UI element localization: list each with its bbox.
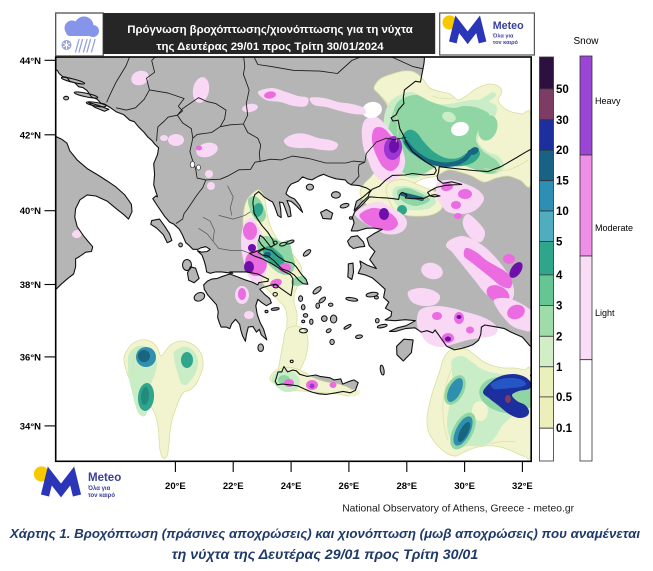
- svg-text:44°N: 44°N: [20, 56, 41, 67]
- svg-text:2: 2: [556, 331, 562, 343]
- svg-text:28°E: 28°E: [396, 481, 417, 492]
- svg-text:42°N: 42°N: [20, 130, 41, 141]
- svg-text:22°E: 22°E: [223, 481, 244, 492]
- svg-text:20°E: 20°E: [165, 481, 186, 492]
- svg-text:τον καιρό: τον καιρό: [88, 493, 115, 499]
- svg-text:5: 5: [556, 237, 563, 249]
- svg-text:30°E: 30°E: [454, 481, 475, 492]
- svg-text:15: 15: [556, 176, 569, 188]
- svg-text:32°E: 32°E: [512, 481, 533, 492]
- svg-text:3: 3: [556, 300, 562, 312]
- svg-text:Meteo: Meteo: [88, 472, 121, 484]
- svg-text:10: 10: [556, 206, 569, 218]
- svg-text:Πρόγνωση βροχόπτωσης/χιονόπτωσ: Πρόγνωση βροχόπτωσης/χιονόπτωσης για τη …: [127, 24, 412, 36]
- svg-text:40°N: 40°N: [20, 206, 41, 217]
- svg-text:1: 1: [556, 362, 563, 374]
- svg-text:50: 50: [556, 84, 569, 96]
- svg-text:Χάρτης 1. Βροχόπτωση (πράσινες: Χάρτης 1. Βροχόπτωση (πράσινες αποχρώσει…: [9, 526, 640, 541]
- svg-text:24°E: 24°E: [281, 481, 302, 492]
- svg-text:36°N: 36°N: [20, 352, 41, 363]
- svg-text:τον καιρό: τον καιρό: [493, 40, 519, 46]
- svg-text:0.1: 0.1: [556, 423, 573, 435]
- svg-text:30: 30: [556, 115, 569, 127]
- svg-text:Snow: Snow: [573, 36, 599, 47]
- svg-text:τη νύχτα της Δευτέρας 29/01 πρ: τη νύχτα της Δευτέρας 29/01 προς Τρίτη 3…: [172, 547, 479, 563]
- svg-text:Moderate: Moderate: [595, 223, 633, 233]
- svg-text:Όλα για: Όλα για: [87, 486, 111, 492]
- svg-text:38°N: 38°N: [20, 280, 41, 291]
- svg-text:20: 20: [556, 145, 569, 157]
- svg-text:Όλα για: Όλα για: [492, 33, 514, 39]
- svg-text:26°E: 26°E: [339, 481, 360, 492]
- svg-text:Meteo: Meteo: [493, 20, 524, 32]
- svg-text:34°N: 34°N: [20, 421, 41, 432]
- svg-text:National Observatory of Athens: National Observatory of Athens, Greece -…: [342, 504, 574, 515]
- svg-text:Heavy: Heavy: [595, 96, 621, 106]
- svg-text:4: 4: [556, 270, 563, 282]
- svg-text:της Δευτέρας 29/01 προς Τρίτη: της Δευτέρας 29/01 προς Τρίτη 30/01/2024: [156, 41, 384, 53]
- svg-text:Light: Light: [595, 308, 615, 318]
- svg-text:0.5: 0.5: [556, 392, 573, 404]
